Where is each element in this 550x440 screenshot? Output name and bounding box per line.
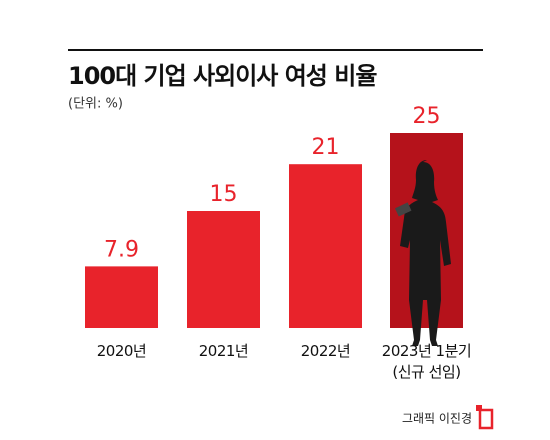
- value-label: 25: [413, 104, 441, 129]
- x-tick-label: 2020년: [96, 342, 147, 360]
- bar: [187, 211, 260, 328]
- credit: 그래픽 이진경: [402, 412, 472, 426]
- value-label: 15: [210, 182, 238, 207]
- value-label: 7.9: [104, 237, 139, 262]
- bars: 7.9 15 21 25: [85, 104, 463, 346]
- chart-title: 100대 기업 사외이사 여성 비율: [68, 62, 377, 90]
- value-label: 21: [312, 135, 340, 160]
- tablet: [394, 202, 412, 217]
- bar: [289, 164, 362, 328]
- x-tick-label: 2021년: [198, 342, 249, 360]
- chart-subtitle: (단위: %): [68, 97, 123, 112]
- silhouette: [400, 160, 451, 346]
- x-tick-label: 2023년 1분기 (신규 선임): [381, 342, 472, 381]
- x-tick-label: 2022년: [300, 342, 351, 360]
- bar: [85, 266, 158, 328]
- logo: [476, 405, 494, 430]
